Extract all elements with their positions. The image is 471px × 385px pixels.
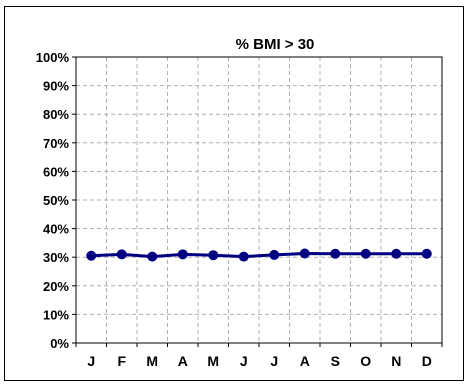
line-chart: % BMI > 30 0% 10% 20% 30% 40% 50% 60% 70% 80% 90%… — [36, 36, 443, 369]
x-tick-label: J — [87, 353, 95, 369]
grid-lines — [76, 57, 442, 343]
y-tick-label: 100% — [36, 50, 70, 65]
y-tick-label: 50% — [43, 193, 69, 208]
y-tick-label: 10% — [43, 307, 69, 322]
data-point — [360, 248, 371, 259]
x-tick-label: S — [331, 353, 340, 369]
y-tick-label: 40% — [43, 222, 69, 237]
data-point — [147, 251, 158, 262]
y-axis-ticks: 0% 10% 20% 30% 40% 50% 60% 70% 80% 90% 100% — [36, 50, 76, 351]
y-tick-label: 0% — [50, 336, 69, 351]
series-layer — [86, 248, 432, 262]
data-point — [330, 248, 341, 259]
series-line — [91, 251, 427, 259]
data-point — [269, 249, 280, 260]
x-tick-label: A — [300, 353, 310, 369]
x-tick-label: M — [207, 353, 219, 369]
data-point — [421, 248, 432, 259]
y-tick-label: 80% — [43, 107, 69, 122]
data-point — [116, 249, 127, 260]
y-tick-label: 20% — [43, 279, 69, 294]
data-point — [208, 250, 219, 261]
data-point — [86, 250, 97, 261]
y-tick-label: 70% — [43, 136, 69, 151]
data-point — [238, 251, 249, 262]
x-tick-label: F — [117, 353, 126, 369]
data-point — [299, 248, 310, 259]
x-tick-label: J — [240, 353, 248, 369]
x-tick-label: O — [360, 353, 371, 369]
chart-frame: % BMI > 30 0% 10% 20% 30% 40% 50% 60% 70% 80% 90%… — [4, 6, 464, 381]
data-point — [177, 249, 188, 260]
chart-title: % BMI > 30 — [236, 36, 315, 53]
x-tick-label: D — [422, 353, 432, 369]
x-tick-label: J — [270, 353, 278, 369]
y-tick-label: 30% — [43, 250, 69, 265]
y-tick-label: 90% — [43, 79, 69, 94]
x-tick-label: N — [391, 353, 401, 369]
x-tick-label: M — [146, 353, 158, 369]
y-tick-label: 60% — [43, 164, 69, 179]
x-tick-label: A — [178, 353, 188, 369]
data-point — [391, 248, 402, 259]
